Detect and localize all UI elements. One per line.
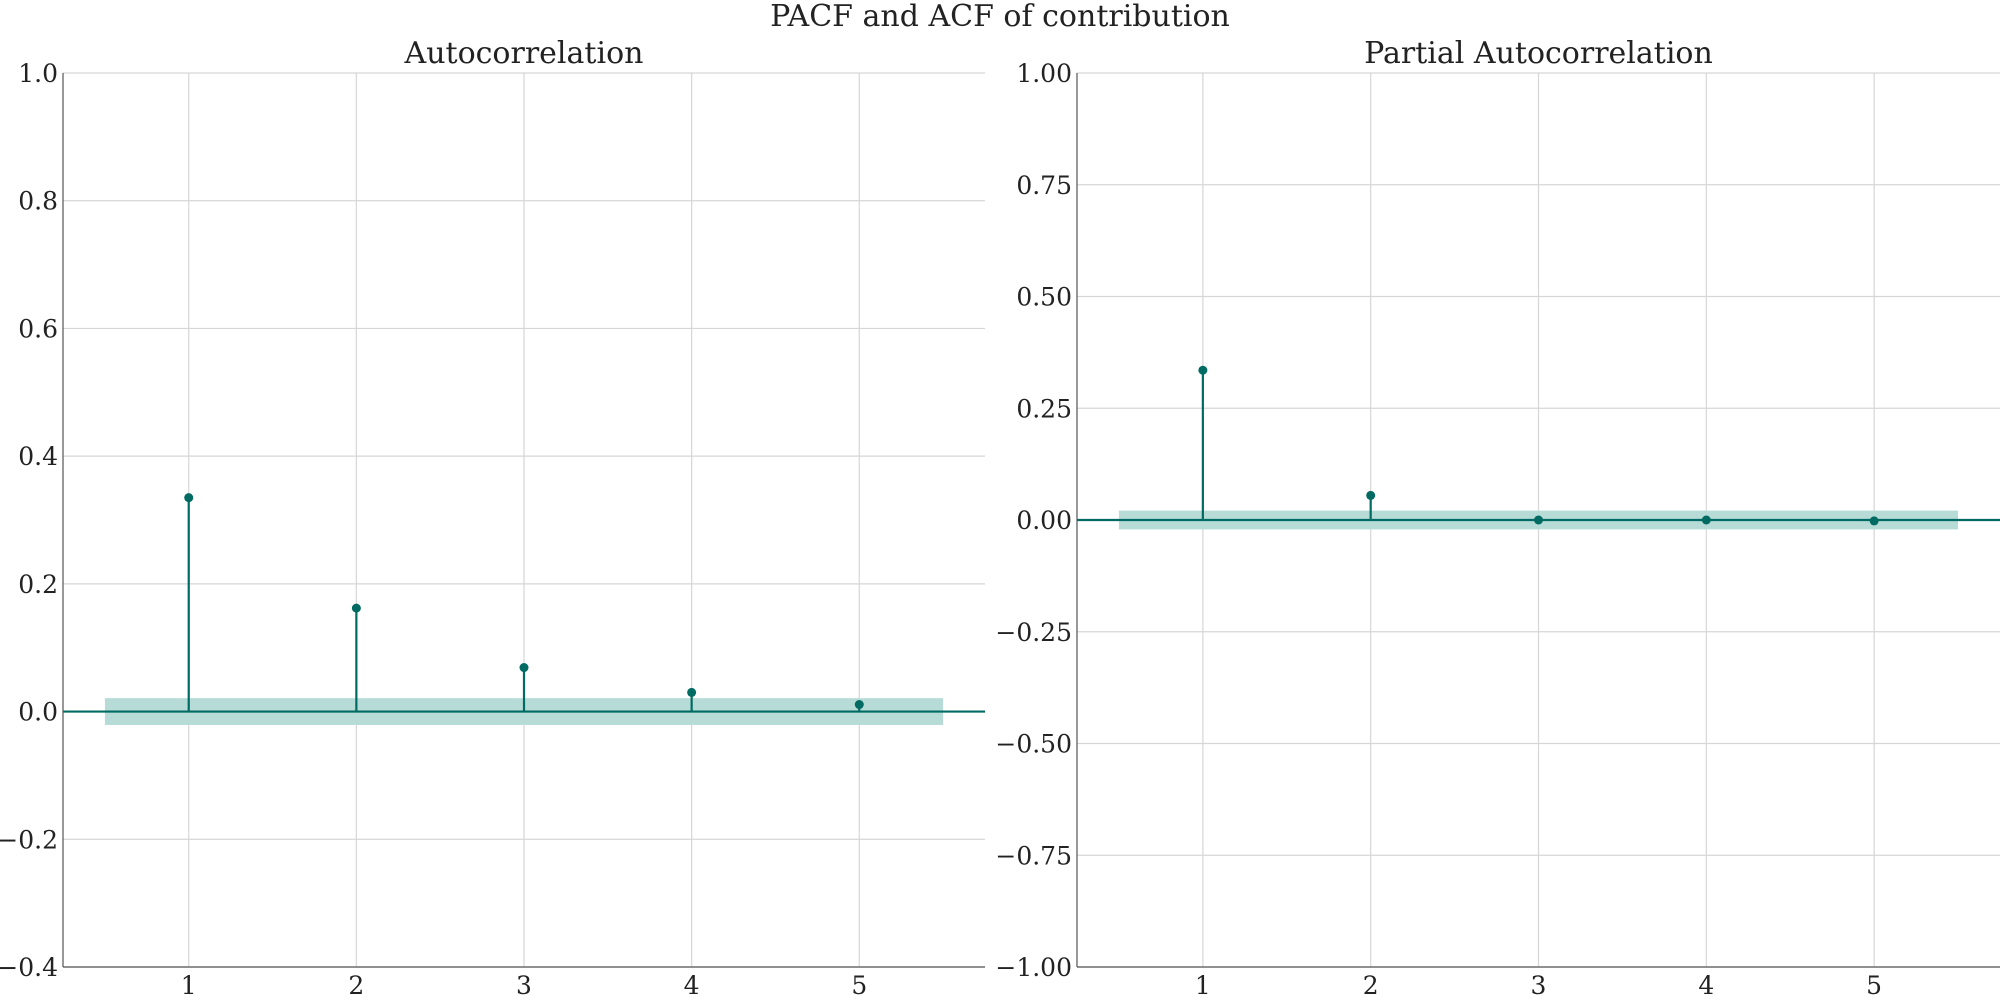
chart-0-ytick-label: 0.6 (18, 314, 58, 343)
chart-0-ytick-label: 0.0 (18, 698, 58, 727)
chart-0-stem-marker (687, 687, 697, 697)
chart-1-ytick-label: 0.25 (1016, 394, 1072, 423)
chart-1-stem-marker (1366, 490, 1376, 500)
chart-1-xtick-label: 2 (1363, 971, 1379, 1000)
chart-0-xtick-label: 2 (348, 971, 364, 1000)
chart-0-xtick-label: 5 (851, 971, 867, 1000)
chart-1-stem-marker (1534, 515, 1543, 525)
chart-1-ytick-label: −0.75 (995, 841, 1072, 870)
chart-0-xtick-label: 4 (684, 971, 700, 1000)
chart-1-stem-marker (1198, 365, 1208, 375)
chart-1-ytick-label: 0.50 (1016, 283, 1072, 312)
chart-0-ytick-label: 0.4 (18, 442, 58, 471)
chart-0-xtick-label: 1 (181, 971, 197, 1000)
chart-0-ytick-label: 1.0 (18, 59, 58, 88)
chart-1-xtick-label: 5 (1866, 971, 1882, 1000)
chart-0-ytick-label: 0.2 (18, 570, 58, 599)
chart-1-ytick-label: 0.75 (1016, 171, 1072, 200)
chart-0-ytick-label: −0.4 (0, 953, 58, 982)
chart-0-title: Autocorrelation (404, 36, 644, 71)
chart-0-stem-marker (854, 700, 864, 710)
chart-0-stem-marker (184, 493, 194, 503)
chart-0-ytick-label: −0.2 (0, 825, 58, 854)
chart-0-stem-marker (351, 603, 361, 613)
chart-0-ytick-label: 0.8 (18, 187, 58, 216)
chart-1-ytick-label: −1.00 (995, 953, 1072, 982)
chart-1-xtick-label: 1 (1195, 971, 1211, 1000)
chart-1-xtick-label: 4 (1698, 971, 1714, 1000)
chart-1-ytick-label: −0.50 (995, 730, 1072, 759)
chart-0-xtick-label: 3 (516, 971, 532, 1000)
chart-1-title: Partial Autocorrelation (1364, 36, 1713, 71)
chart-1-ytick-label: −0.25 (995, 618, 1072, 647)
chart-1-xtick-label: 3 (1531, 971, 1547, 1000)
chart-0-stem-marker (519, 663, 529, 673)
pacf-panel: −1.00 −0.75 −0.50 −0.25 0.00 0.25 0.50 0.75 1.00… (995, 36, 2000, 1000)
chart-1-ytick-label: 1.00 (1016, 59, 1072, 88)
chart-1-ytick-label: 0.00 (1016, 506, 1072, 535)
chart-1-stem-marker (1701, 515, 1711, 525)
chart-1-stem-marker (1869, 516, 1879, 526)
acf-panel: −0.4 −0.2 0.0 0.2 0.4 0.6 0.8 1.0 1 2 3 4 5 Autocorre… (0, 36, 985, 1000)
figure-title: PACF and ACF of contribution (770, 0, 1230, 34)
